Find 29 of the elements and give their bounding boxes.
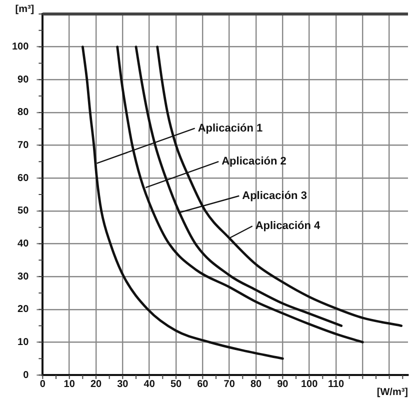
x-tick-label: 0 xyxy=(40,378,46,390)
annotation: Aplicación 3 xyxy=(242,190,307,202)
annotation: Aplicación 1 xyxy=(198,122,263,134)
x-tick-label: 40 xyxy=(144,378,156,390)
annotation: Aplicación 4 xyxy=(255,220,322,232)
y-tick-label: 10 xyxy=(18,336,30,348)
x-axis-title: [W/m³] xyxy=(376,386,408,398)
y-tick-label: 70 xyxy=(18,140,30,152)
x-tick-label: 10 xyxy=(64,378,76,390)
x-tick-label: 80 xyxy=(250,378,262,390)
x-tick-label: 20 xyxy=(90,378,102,390)
x-tick-label: 60 xyxy=(197,378,209,390)
x-tick-label: 50 xyxy=(170,378,182,390)
y-tick-label: 60 xyxy=(18,172,30,184)
y-tick-label: 50 xyxy=(18,206,30,217)
y-tick-label: 80 xyxy=(18,107,30,118)
y-tick-label: 30 xyxy=(18,271,30,282)
x-tick-label: 100 xyxy=(300,378,318,390)
annotation: Aplicación 2 xyxy=(222,156,286,168)
x-tick-label: 30 xyxy=(117,378,129,390)
x-tick-label: 110 xyxy=(328,378,345,390)
y-tick-label: 20 xyxy=(18,304,30,316)
y-tick-label: 0 xyxy=(23,370,30,381)
x-tick-label: 90 xyxy=(277,378,289,390)
y-tick-label: 90 xyxy=(18,74,30,86)
y-tick-label: 100 xyxy=(12,42,30,53)
x-tick-label: 70 xyxy=(224,378,236,390)
y-axis-title: [m³] xyxy=(15,4,34,15)
y-tick-label: 40 xyxy=(18,238,30,250)
